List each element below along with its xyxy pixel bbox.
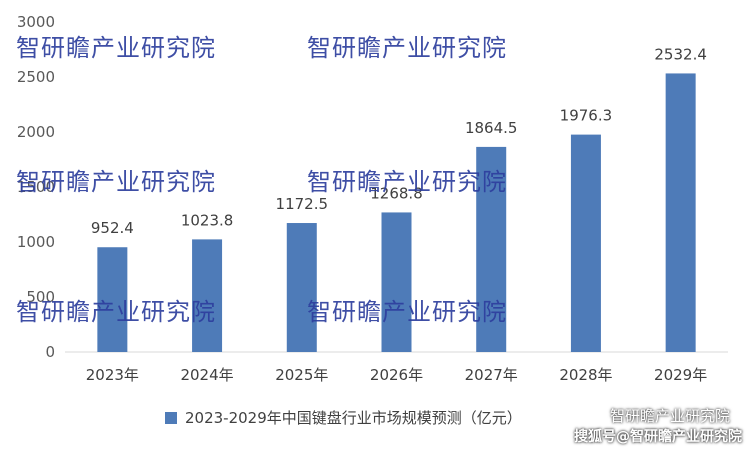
bar (570, 134, 601, 352)
x-tick-label: 2023年 (86, 366, 139, 384)
y-tick-label: 1000 (17, 233, 55, 251)
x-tick-label: 2024年 (180, 366, 233, 384)
legend-swatch (165, 412, 177, 424)
bar (381, 212, 412, 352)
watermark-row2-right: 智研瞻产业研究院 (307, 168, 507, 196)
legend: 2023-2029年中国键盘行业市场规模预测（亿元） (165, 409, 522, 427)
bar-data-label: 1172.5 (276, 195, 329, 213)
watermark-row3-right: 智研瞻产业研究院 (307, 298, 507, 326)
y-tick-label: 0 (45, 343, 55, 361)
bar-data-label: 1864.5 (465, 119, 518, 137)
y-tick-label: 2000 (17, 123, 55, 141)
y-tick-label: 3000 (17, 13, 55, 31)
y-tick-label: 1500 (17, 178, 55, 196)
x-tick-label: 2025年 (275, 366, 328, 384)
bar-data-label: 1268.8 (370, 184, 423, 202)
watermark-row1-right: 智研瞻产业研究院 (307, 34, 507, 62)
bar (665, 73, 696, 352)
bar-data-label: 1023.8 (181, 211, 234, 229)
y-axis-ticks: 0 500 1000 1500 2000 2500 3000 (17, 13, 55, 361)
bars (97, 73, 696, 352)
x-tick-label: 2027年 (465, 366, 518, 384)
bar-data-label: 1976.3 (560, 107, 613, 125)
x-tick-label: 2026年 (370, 366, 423, 384)
bar (97, 247, 128, 352)
y-tick-label: 500 (26, 288, 55, 306)
x-tick-label: 2029年 (654, 366, 707, 384)
y-tick-label: 2500 (17, 68, 55, 86)
bar-labels: 952.4 1023.8 1172.5 1268.8 1864.5 1976.3 2532.… (91, 45, 707, 237)
watermark-row1-left: 智研瞻产业研究院 (16, 34, 216, 62)
bar (286, 223, 317, 352)
source-credit-bottom: 搜狐号@智研瞻产业研究院 (574, 429, 742, 445)
bar-data-label: 952.4 (91, 219, 134, 237)
bar (192, 239, 223, 352)
bar-data-label: 2532.4 (654, 45, 707, 63)
legend-label: 2023-2029年中国键盘行业市场规模预测（亿元） (185, 409, 522, 427)
watermark-row3-left: 智研瞻产业研究院 (16, 298, 216, 326)
bar (476, 146, 507, 352)
watermark-row2-left: 智研瞻产业研究院 (16, 168, 216, 196)
x-axis-ticks: 2023年 2024年 2025年 2026年 2027年 2028年 2029年 (86, 366, 707, 384)
source-credit-top: 智研瞻产业研究院 (609, 407, 730, 425)
x-tick-label: 2028年 (559, 366, 612, 384)
